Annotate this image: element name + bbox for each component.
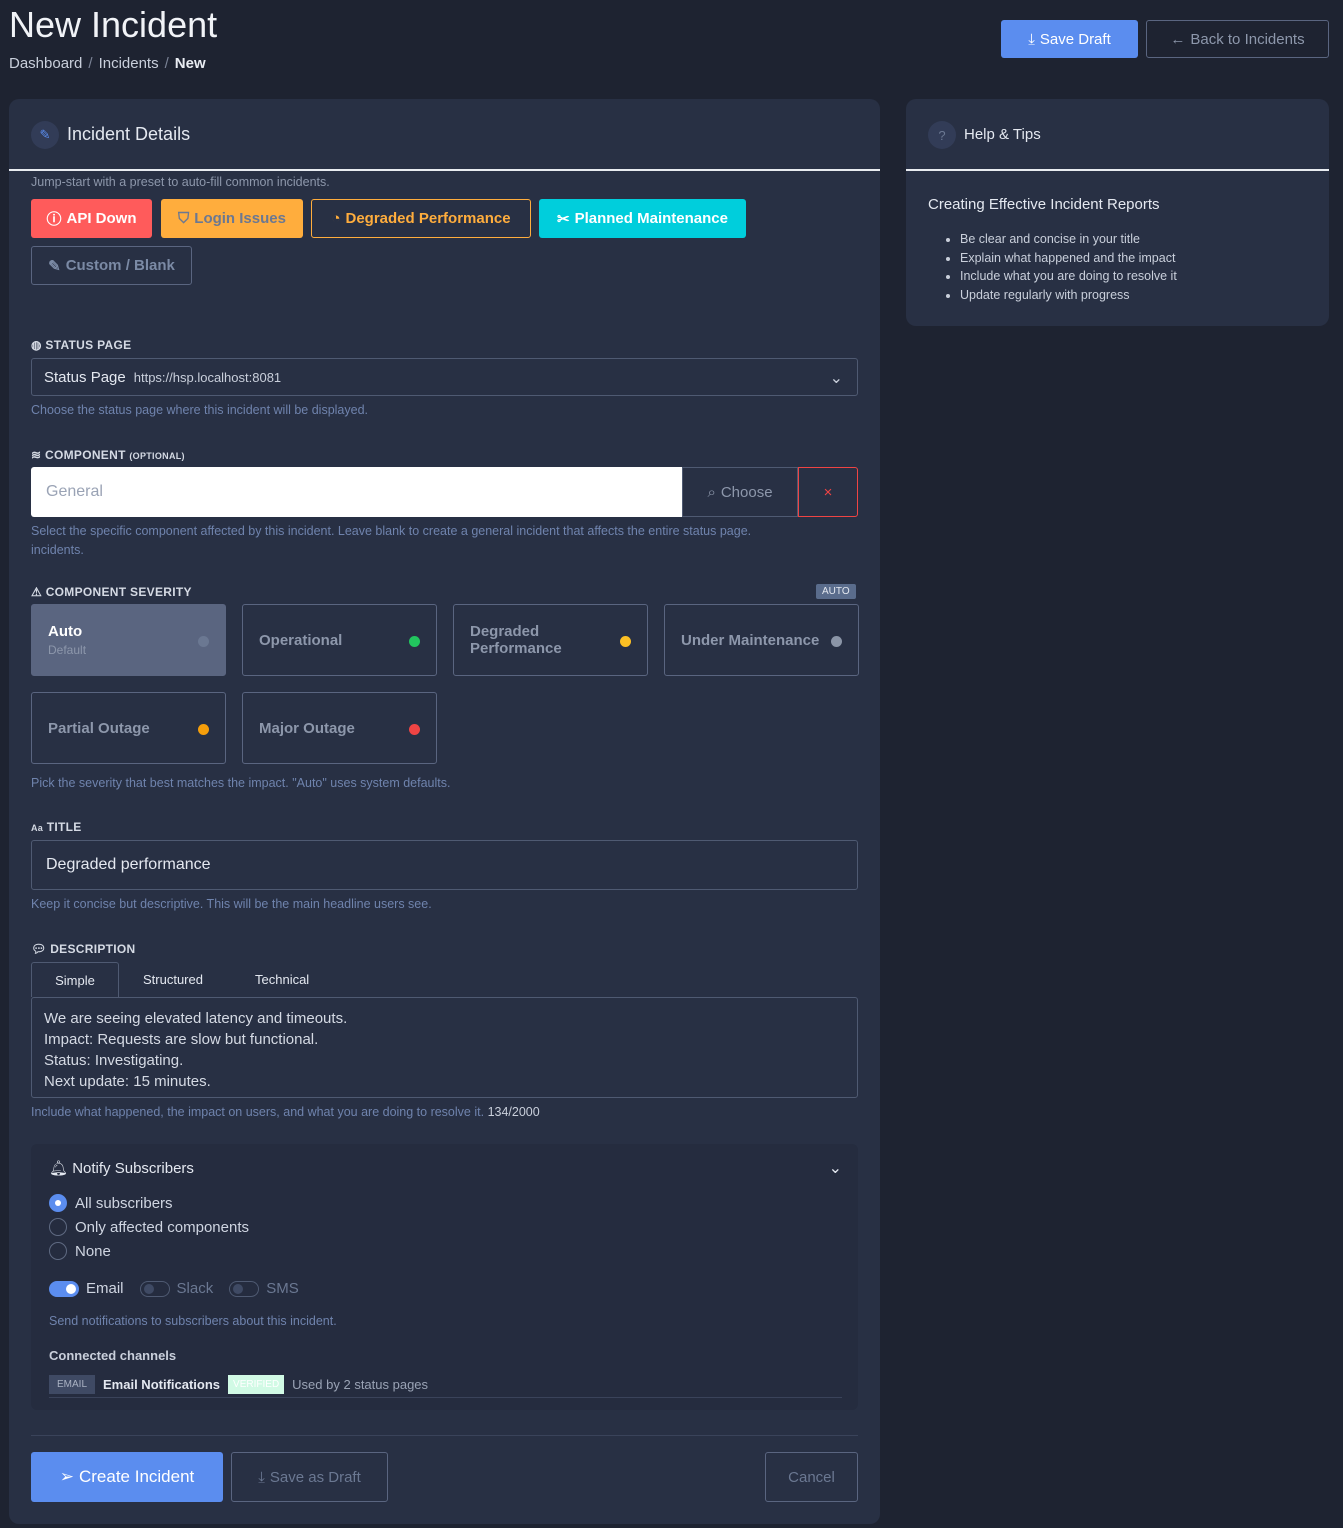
shield-icon: ⛉ (178, 210, 190, 227)
severity-operational[interactable]: Operational (242, 604, 437, 676)
send-icon: ➢ (59, 1467, 74, 1486)
back-to-incidents-button[interactable]: ← Back to Incidents (1146, 20, 1329, 58)
status-dot (198, 636, 209, 647)
toggle-sms[interactable]: SMS (229, 1280, 299, 1297)
tab-structured[interactable]: Structured (143, 972, 203, 987)
notify-panel: 🔔︎ Notify Subscribers ⌄ (31, 1144, 858, 1410)
card-title: Incident Details (67, 124, 191, 144)
download-icon: ⤓ (258, 1468, 265, 1486)
pencil-icon: ✎ (31, 121, 59, 149)
tips-list: Be clear and concise in your titleExplai… (960, 230, 1177, 304)
preset-login-issues[interactable]: ⛉ Login Issues (161, 199, 303, 238)
help-icon: ? (928, 121, 956, 149)
radio-none[interactable]: None (49, 1242, 111, 1260)
severity-major-outage[interactable]: Major Outage (242, 692, 437, 764)
chevron-down-icon: ⌄ (829, 370, 843, 387)
download-icon: ⤓ (1028, 30, 1035, 48)
notify-header[interactable]: 🔔︎ Notify Subscribers (49, 1160, 194, 1177)
severity-partial-outage[interactable]: Partial Outage (31, 692, 226, 764)
save-as-draft-button[interactable]: ⤓ Save as Draft (231, 1452, 388, 1502)
incident-details-card: ✎ Incident Details Jump-start with a pres… (9, 99, 880, 1524)
breadcrumb-dashboard[interactable]: Dashboard (9, 55, 83, 72)
title-input[interactable]: Degraded performance (31, 840, 858, 890)
breadcrumb: Dashboard / Incidents / New (9, 55, 206, 72)
description-textarea[interactable]: We are seeing elevated latency and timeo… (31, 997, 858, 1098)
database-icon: ≋ (31, 448, 42, 462)
preset-custom-blank[interactable]: ✎ Custom / Blank (31, 246, 192, 285)
preset-degraded-performance[interactable]: ◔ Degraded Performance (311, 199, 531, 238)
help-card: ? Help & Tips Creating Effective Incident… (906, 99, 1329, 326)
status-page-select[interactable]: Status Page https://hsp.localhost:8081 ⌄ (31, 358, 858, 396)
search-icon: ⌕ (707, 483, 716, 501)
preset-planned-maintenance[interactable]: ✂ Planned Maintenance (539, 199, 746, 238)
severity-under-maintenance[interactable]: Under Maintenance (664, 604, 859, 676)
edit-icon: ✎ (48, 257, 61, 275)
clear-component-button[interactable]: × (798, 467, 858, 517)
tools-icon: ✂ (557, 210, 570, 228)
warning-icon: ⚠ (31, 585, 43, 599)
gauge-icon: ◔ (331, 210, 341, 227)
radio-all-subscribers[interactable]: All subscribers (49, 1194, 173, 1212)
page-title: New Incident (9, 4, 218, 45)
choose-component-button[interactable]: ⌕ Choose (682, 467, 798, 517)
breadcrumb-incidents[interactable]: Incidents (98, 55, 159, 72)
globe-icon: ◍ (31, 338, 42, 352)
save-draft-button[interactable]: ⤓ Save Draft (1001, 20, 1138, 58)
create-incident-button[interactable]: ➢ Create Incident (31, 1452, 223, 1502)
toggle-email[interactable]: Email (49, 1280, 124, 1297)
alert-circle-icon: ⓘ (46, 211, 62, 228)
toggle-slack[interactable]: Slack (139, 1280, 213, 1297)
auto-badge: AUTO (816, 584, 856, 599)
preset-api-down[interactable]: ⓘ API Down (31, 199, 152, 238)
text-icon: Aa (31, 823, 44, 833)
arrow-left-icon: ← (1170, 30, 1186, 48)
breadcrumb-current: New (174, 55, 206, 72)
component-input[interactable]: General (31, 467, 682, 517)
connected-channel-row: EMAIL Email Notifications VERIFIED Used … (49, 1372, 842, 1398)
bell-icon: 🔔︎ (49, 1160, 69, 1177)
comment-icon: 💬︎ (31, 942, 47, 956)
cancel-button[interactable]: Cancel (765, 1452, 858, 1502)
tab-technical[interactable]: Technical (255, 972, 310, 987)
radio-affected-components[interactable]: Only affected components (49, 1218, 249, 1236)
verified-badge: VERIFIED (228, 1375, 285, 1394)
chevron-down-icon[interactable]: ⌄ (828, 1160, 842, 1177)
severity-auto[interactable]: Auto Default (31, 604, 226, 676)
tab-simple[interactable]: Simple (31, 962, 119, 997)
severity-degraded-performance[interactable]: Degraded Performance (453, 604, 648, 676)
